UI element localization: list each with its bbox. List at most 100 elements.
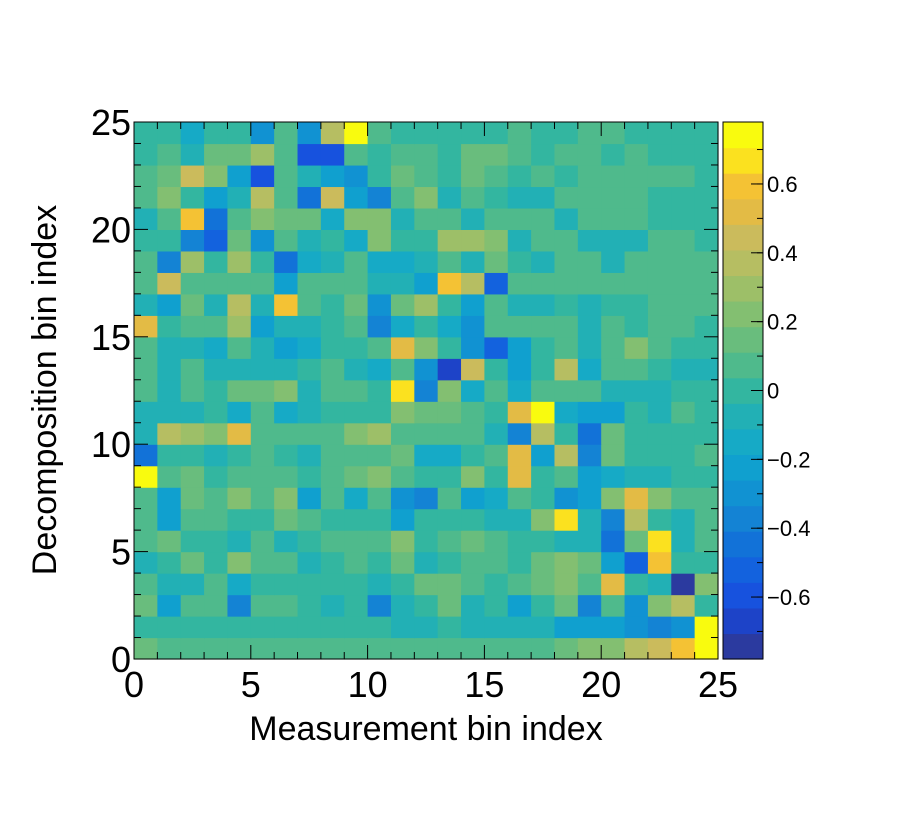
heatmap-cell [624, 122, 649, 145]
heatmap-cell [577, 465, 602, 488]
heatmap-cell [320, 573, 345, 596]
heatmap-cell [274, 379, 299, 402]
heatmap-cell [414, 616, 439, 639]
heatmap-cell [204, 250, 229, 273]
heatmap-cell [437, 573, 462, 596]
heatmap-cell [204, 379, 229, 402]
heatmap-cell [227, 250, 252, 273]
heatmap-cell [624, 401, 649, 424]
heatmap-cell [437, 250, 462, 273]
heatmap-cell [437, 272, 462, 295]
heatmap-cell [274, 272, 299, 295]
heatmap-cell [437, 401, 462, 424]
heatmap-cell [484, 637, 509, 660]
heatmap-cell [157, 465, 182, 488]
heatmap-cell [297, 422, 322, 445]
y-tick-label: 15 [91, 317, 131, 358]
heatmap-cell [437, 293, 462, 316]
heatmap-cell [204, 551, 229, 574]
heatmap-cell [134, 336, 158, 359]
heatmap-cell [250, 444, 275, 467]
heatmap-cell [344, 487, 369, 510]
heatmap-cell [601, 616, 626, 639]
heatmap-cell [437, 164, 462, 188]
heatmap-cell [227, 379, 252, 402]
heatmap-cell [390, 594, 415, 617]
colorbar-swatch [723, 224, 763, 251]
heatmap-cell [437, 444, 462, 467]
heatmap-cell [274, 186, 299, 209]
heatmap-cell [204, 508, 229, 531]
heatmap-cell [250, 594, 275, 617]
heatmap-cell [227, 616, 252, 639]
colorbar-ticks [751, 149, 763, 632]
heatmap-cell [297, 444, 322, 467]
x-tick-label: 25 [698, 664, 738, 705]
heatmap-cell [484, 401, 509, 424]
heatmap-cell [297, 487, 322, 510]
heatmap-cell [320, 293, 345, 316]
heatmap-cell [180, 616, 205, 639]
heatmap-cell [484, 530, 509, 553]
heatmap-cell [671, 508, 696, 531]
heatmap-cell [390, 487, 415, 510]
heatmap-cell [134, 487, 158, 510]
heatmap-cell [414, 122, 439, 145]
heatmap-cell [274, 122, 299, 145]
heatmap-cell [484, 315, 509, 338]
heatmap-cell [671, 637, 696, 660]
heatmap-cell [297, 143, 322, 166]
heatmap-cell [250, 358, 275, 381]
heatmap-cell [461, 143, 485, 166]
heatmap-cell [577, 551, 602, 574]
heatmap-cell [507, 186, 532, 209]
y-tick-label: 0 [111, 639, 131, 680]
heatmap-cell [601, 444, 626, 467]
heatmap-cell [694, 551, 719, 574]
heatmap-cell [671, 143, 696, 166]
heatmap-cell [204, 573, 229, 596]
heatmap-cell [344, 637, 369, 660]
heatmap-cell [531, 358, 556, 381]
heatmap-cell [274, 637, 299, 660]
heatmap-cell [484, 487, 509, 510]
x-tick-label: 15 [464, 664, 504, 705]
heatmap-cell [157, 594, 182, 617]
heatmap-cell [250, 250, 275, 273]
heatmap-cell [274, 551, 299, 574]
heatmap-cell [367, 379, 392, 402]
y-tick-label: 20 [91, 209, 131, 250]
heatmap-cell [624, 637, 649, 660]
heatmap-cell [577, 422, 602, 445]
heatmap-cell [554, 551, 579, 574]
heatmap-cell [601, 401, 626, 424]
heatmap-cell [484, 164, 509, 188]
heatmap-cell [414, 465, 439, 488]
heatmap-cell [694, 272, 719, 295]
heatmap-cell [577, 637, 602, 660]
colorbar-swatch [723, 480, 763, 507]
x-axis-tick-labels: 0 5 10 15 20 25 [124, 664, 738, 705]
heatmap-cell [577, 336, 602, 359]
heatmap-cell [274, 336, 299, 359]
heatmap-cell [367, 315, 392, 338]
heatmap-cell [601, 164, 626, 188]
heatmap-cell [647, 379, 672, 402]
heatmap-cell [134, 315, 158, 338]
heatmap-cell [647, 465, 672, 488]
heatmap-cell [320, 401, 345, 424]
heatmap-cell [320, 122, 345, 145]
heatmap-cells [134, 122, 719, 660]
heatmap-cell [507, 594, 532, 617]
heatmap-cell [414, 594, 439, 617]
heatmap-cell [484, 465, 509, 488]
heatmap-cell [274, 444, 299, 467]
heatmap-cell [227, 444, 252, 467]
heatmap-cell [437, 358, 462, 381]
heatmap-cell [274, 487, 299, 510]
heatmap-cell [204, 336, 229, 359]
heatmap-cell [204, 594, 229, 617]
heatmap-cell [157, 272, 182, 295]
heatmap-cell [554, 465, 579, 488]
colorbar-tick-label: −0.4 [767, 516, 810, 541]
